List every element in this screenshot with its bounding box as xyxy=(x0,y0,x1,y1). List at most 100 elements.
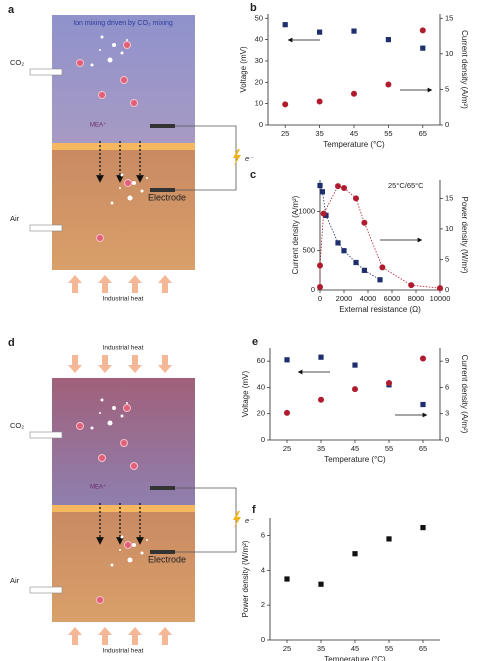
heat-arrow xyxy=(68,627,82,645)
x-tick-label: 35 xyxy=(317,644,325,653)
y-tick-label: 30 xyxy=(255,56,263,65)
marker xyxy=(319,189,325,195)
ion-bubble xyxy=(123,404,131,412)
y-tick-label: 20 xyxy=(255,77,263,86)
heat-label: Industrial heat xyxy=(103,345,144,352)
bubble xyxy=(107,420,113,426)
ion-bubble xyxy=(124,541,132,549)
panel-label: a xyxy=(8,4,15,16)
marker xyxy=(318,354,324,360)
x-tick-label: 0 xyxy=(318,294,322,303)
panel-label: e xyxy=(252,336,258,348)
ion-bubble xyxy=(130,462,138,470)
marker xyxy=(282,101,289,108)
x-tick-label: 65 xyxy=(419,644,427,653)
x-tick-label: 2000 xyxy=(336,294,353,303)
bubble xyxy=(146,177,148,179)
marker xyxy=(379,264,386,271)
marker xyxy=(420,45,426,51)
x-tick-label: 25 xyxy=(283,644,291,653)
bubble xyxy=(99,49,101,51)
x-tick-label: 45 xyxy=(350,129,358,138)
ion-bubble xyxy=(130,99,138,107)
y2-tick-label: 0 xyxy=(445,285,449,294)
bubble xyxy=(90,426,94,430)
lightning xyxy=(233,149,241,166)
membrane xyxy=(52,505,195,512)
y2-axis-label: Current density (A/m²) xyxy=(460,355,469,434)
heat-arrow xyxy=(98,275,112,293)
y2-tick-label: 5 xyxy=(445,84,449,93)
heat-arrow xyxy=(128,355,142,373)
ion-bubble xyxy=(76,59,84,67)
chamber-bottom xyxy=(52,150,195,270)
marker xyxy=(420,401,426,408)
marker xyxy=(284,409,290,416)
x-tick-label: 65 xyxy=(419,129,427,138)
y-axis-label: Voltage (mV) xyxy=(239,46,248,93)
y-axis-label: Power density (W/m²) xyxy=(241,540,250,617)
marker xyxy=(353,195,359,202)
x-tick-label: 55 xyxy=(385,444,393,453)
electrode-label: Electrode xyxy=(148,554,186,564)
ion-bubble xyxy=(96,234,104,242)
y2-tick-label: 0 xyxy=(445,120,449,129)
x-axis-label: Temperature (°C) xyxy=(324,455,386,464)
marker xyxy=(386,536,392,542)
x-tick-label: 55 xyxy=(385,644,393,653)
y-tick-label: 10 xyxy=(255,99,263,108)
panel-label: b xyxy=(250,2,257,14)
chamber-bottom xyxy=(52,512,195,622)
outlet-pipe xyxy=(29,224,63,232)
bubble xyxy=(99,412,101,414)
x-tick-label: 65 xyxy=(419,444,427,453)
x-tick-label: 6000 xyxy=(384,294,401,303)
heat-arrow xyxy=(68,275,82,293)
bubble xyxy=(110,563,114,567)
panel-label: f xyxy=(252,504,256,516)
y2-tick-label: 6 xyxy=(445,382,449,391)
marker xyxy=(318,396,324,403)
outlet-label: Air xyxy=(10,576,20,585)
ion-bubble xyxy=(96,596,104,604)
y2-tick-label: 5 xyxy=(445,254,449,263)
x-tick-label: 10000 xyxy=(430,294,451,303)
marker xyxy=(352,551,358,557)
bubble xyxy=(120,414,124,418)
y-tick-label: 0 xyxy=(311,285,315,294)
x-tick-label: 25 xyxy=(281,129,289,138)
y2-axis-label: Current density (A/m²) xyxy=(460,30,469,109)
marker xyxy=(408,282,415,289)
inlet-pipe xyxy=(29,68,63,76)
x-tick-label: 35 xyxy=(317,444,325,453)
y-tick-label: 500 xyxy=(302,246,315,255)
y-tick-label: 0 xyxy=(261,435,265,444)
ion-label: MEA⁺ xyxy=(90,484,106,491)
electrode-label: Electrode xyxy=(148,192,186,202)
heat-arrow xyxy=(158,355,172,373)
outlet-label: Air xyxy=(10,214,20,223)
marker xyxy=(282,22,288,28)
lightning xyxy=(233,511,241,528)
x-tick-label: 8000 xyxy=(408,294,425,303)
y2-tick-label: 15 xyxy=(445,193,453,202)
heat-label: Industrial heat xyxy=(103,648,144,655)
marker xyxy=(419,27,426,34)
marker xyxy=(352,386,358,393)
ion-bubble xyxy=(98,91,106,99)
x-axis-label: Temperature (°C) xyxy=(323,140,385,149)
heat-arrow xyxy=(68,355,82,373)
x-tick-label: 25 xyxy=(283,444,291,453)
ion-bubble xyxy=(124,179,132,187)
marker xyxy=(437,285,443,292)
y-tick-label: 2 xyxy=(261,600,265,609)
bubble xyxy=(119,187,121,189)
marker xyxy=(335,240,341,246)
y-tick-label: 0 xyxy=(259,120,263,129)
y2-tick-label: 3 xyxy=(445,409,449,418)
bubble xyxy=(146,539,148,541)
marker xyxy=(317,182,323,189)
electrode xyxy=(150,124,175,128)
y2-tick-label: 9 xyxy=(445,356,449,365)
